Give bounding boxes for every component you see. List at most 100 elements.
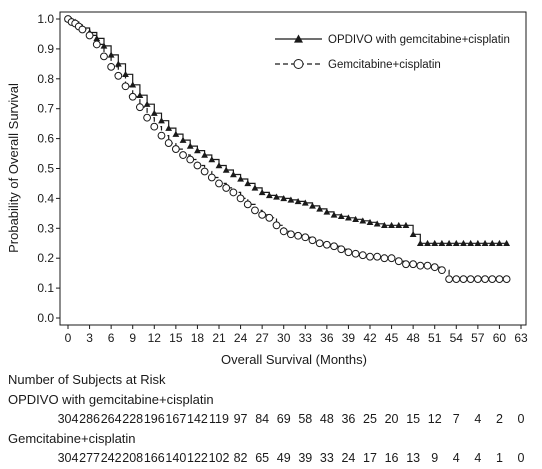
x-axis-label: Overall Survival (Months): [221, 352, 367, 367]
y-tick-label: 0.3: [37, 221, 54, 235]
risk-count: 0: [517, 451, 525, 465]
risk-count: 122: [186, 451, 208, 465]
censor-marker-opdivo: [445, 239, 453, 246]
censor-marker-gemcis: [107, 62, 116, 71]
x-tick-label: 60: [493, 331, 507, 345]
risk-table-heading: Number of Subjects at Risk: [8, 372, 166, 387]
censor-marker-gemcis: [92, 40, 101, 49]
censor-marker-opdivo: [280, 195, 288, 202]
km-chart: 0.00.10.20.30.40.50.60.70.80.91.00 3 6 9 12 1…: [6, 11, 528, 367]
censor-marker-gemcis: [394, 257, 403, 266]
censor-marker-opdivo: [294, 197, 302, 205]
censor-marker-opdivo: [301, 199, 309, 206]
censor-marker-gemcis: [121, 82, 130, 91]
censor-marker-opdivo: [93, 35, 101, 42]
censor-marker-opdivo: [395, 221, 403, 229]
censor-marker-opdivo: [452, 239, 460, 246]
censor-marker-opdivo: [438, 239, 446, 246]
y-tick-label: 0.4: [37, 191, 54, 205]
x-tick-label: 36: [320, 331, 334, 345]
censor-marker-gemcis: [488, 275, 497, 284]
risk-count: 69: [276, 412, 291, 426]
censor-marker-gemcis: [481, 275, 489, 284]
x-tick-label: 30: [277, 331, 291, 345]
censor-marker-opdivo: [416, 239, 424, 246]
censor-marker-opdivo: [186, 142, 194, 149]
censor-marker-opdivo: [287, 196, 295, 203]
censor-marker-gemcis: [495, 275, 504, 284]
censor-marker-opdivo: [373, 220, 381, 227]
risk-count: 49: [276, 451, 291, 465]
censor-marker-opdivo: [215, 162, 223, 169]
censor-marker-gemcis: [85, 31, 94, 40]
censor-marker-gemcis: [207, 173, 216, 182]
censor-marker-gemcis: [236, 194, 245, 203]
risk-count: 242: [100, 451, 122, 465]
x-tick-label: 54: [450, 331, 464, 345]
risk-count: 4: [474, 412, 482, 426]
risk-count: 0: [517, 412, 525, 426]
censor-marker-gemcis: [258, 210, 267, 219]
censor-marker-gemcis: [287, 230, 295, 239]
y-tick-label: 1.0: [37, 12, 54, 26]
legend-marker-triangle: [294, 34, 303, 43]
censor-marker-opdivo: [273, 193, 280, 200]
censor-marker-opdivo: [107, 51, 115, 58]
series-layer: [64, 15, 511, 284]
risk-count: 24: [341, 451, 356, 465]
censor-marker-opdivo: [460, 239, 467, 246]
y-tick-label: 0.8: [37, 72, 54, 86]
x-tick-label: 18: [191, 331, 205, 345]
censor-marker-opdivo: [496, 239, 503, 246]
censor-marker-opdivo: [258, 189, 266, 196]
censor-marker-gemcis: [215, 179, 223, 188]
legend: OPDIVO with gemcitabine+cisplatin Gemcita…: [275, 34, 510, 71]
x-tick-label: 63: [514, 331, 528, 345]
censor-marker-opdivo: [179, 136, 187, 143]
y-tick-label: 0.6: [37, 132, 54, 146]
censor-marker-opdivo: [409, 230, 417, 237]
x-tick-label: 21: [212, 331, 226, 345]
censor-marker-gemcis: [164, 139, 173, 147]
censor-marker-opdivo: [244, 180, 252, 187]
risk-count: 167: [165, 412, 187, 426]
censor-marker-gemcis: [452, 275, 461, 284]
y-tick-label: 0.1: [37, 281, 54, 295]
x-tick-label: 6: [108, 331, 115, 345]
censor-marker-gemcis: [445, 275, 453, 284]
risk-count: 36: [341, 412, 356, 426]
risk-count: 228: [122, 412, 144, 426]
risk-count: 208: [122, 451, 144, 465]
censor-marker-opdivo: [208, 156, 216, 163]
risk-count: 17: [363, 451, 377, 465]
x-tick-label: 0: [65, 331, 72, 345]
risk-count: 264: [100, 412, 122, 426]
censor-marker-gemcis: [251, 206, 259, 215]
censor-marker-gemcis: [294, 231, 302, 240]
censor-marker-opdivo: [488, 239, 496, 246]
legend-label-opdivo: OPDIVO with gemcitabine+cisplatin: [328, 34, 510, 46]
censor-marker-gemcis: [402, 260, 410, 269]
risk-count: 84: [255, 412, 270, 426]
censor-marker-opdivo: [503, 239, 511, 246]
risk-count: 9: [431, 451, 439, 465]
risk-row-gemcis: 304 277 242 208 166 140 122 102 82 65 49 39 33 24 17 16…: [0, 451, 542, 469]
axes: 0.00.10.20.30.40.50.60.70.80.91.00 3 6 9 12 1…: [37, 11, 528, 345]
censor-marker-opdivo: [424, 239, 431, 246]
censor-marker-gemcis: [366, 252, 374, 261]
censor-marker-gemcis: [114, 71, 123, 80]
risk-count: 65: [255, 451, 270, 465]
censor-marker-gemcis: [272, 221, 281, 230]
risk-count: 82: [233, 451, 248, 465]
censor-marker-opdivo: [222, 166, 230, 173]
risk-count: 304: [57, 412, 79, 426]
censor-marker-gemcis: [466, 275, 475, 284]
y-tick-label: 0.9: [37, 42, 54, 56]
y-tick-label: 0.0: [37, 311, 54, 325]
censor-marker-gemcis: [265, 213, 274, 222]
risk-row-label-gemcis: Gemcitabine+cisplatin: [8, 431, 136, 446]
y-tick-label: 0.5: [37, 162, 54, 176]
risk-count: 277: [79, 451, 100, 465]
censor-marker-gemcis: [143, 113, 151, 122]
censor-marker-gemcis: [179, 151, 187, 159]
